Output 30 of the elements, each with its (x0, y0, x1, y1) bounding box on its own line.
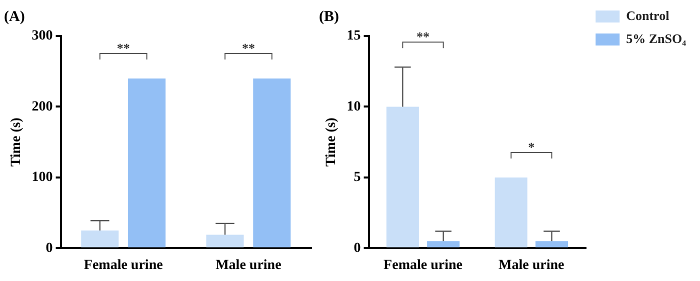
y-tick-label: 5 (354, 170, 361, 186)
bar (386, 106, 419, 248)
bar (535, 241, 568, 248)
x-tick-label: Female urine (384, 258, 462, 274)
y-tick-label: 0 (46, 240, 53, 256)
annotation: * (528, 139, 535, 154)
y-tick-label: 0 (354, 240, 361, 256)
legend-label: 5% ZnSO₄ (626, 30, 686, 46)
bar (128, 78, 166, 248)
y-tick-label: 200 (32, 99, 53, 114)
bar (253, 78, 291, 248)
bar (427, 241, 460, 248)
y-axis-title: Time (s) (324, 117, 340, 167)
annotation: ** (242, 40, 255, 56)
chart-title: (A) (4, 8, 25, 25)
annotation: ** (116, 40, 130, 56)
bar (81, 230, 119, 248)
legend-label: Control (626, 8, 670, 23)
x-tick-label: Female urine (84, 258, 163, 274)
x-tick-label: Male urine (216, 258, 282, 274)
y-tick-label: 300 (32, 28, 53, 44)
chart-title: (B) (319, 8, 339, 25)
y-axis-title: Time (s) (9, 117, 24, 167)
y-tick-label: 10 (346, 99, 361, 114)
x-tick-label: Male urine (498, 258, 564, 274)
y-tick-label: 100 (32, 170, 53, 186)
bar (494, 177, 528, 248)
annotation: ** (416, 28, 430, 44)
bar (206, 234, 244, 248)
y-tick-label: 15 (346, 28, 361, 44)
